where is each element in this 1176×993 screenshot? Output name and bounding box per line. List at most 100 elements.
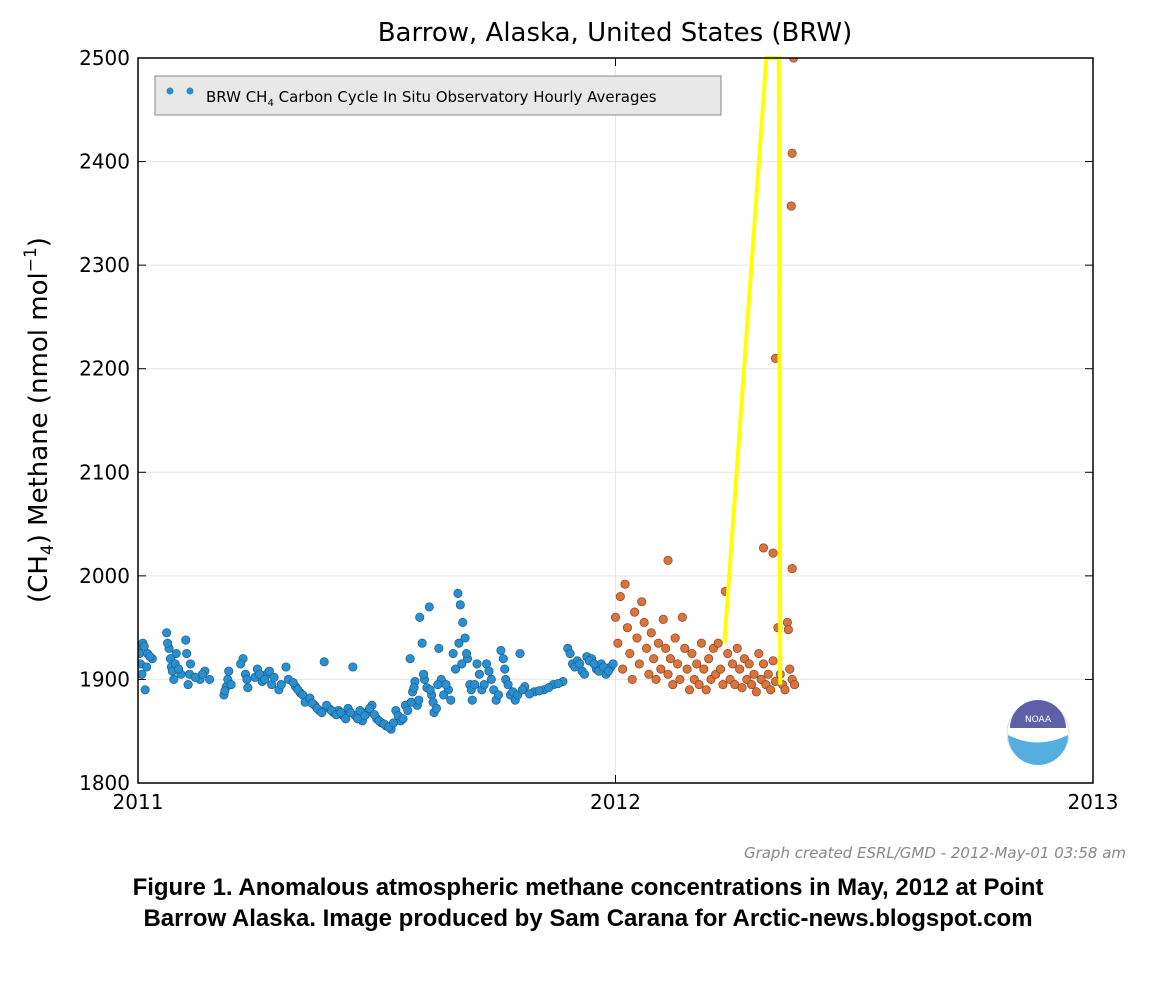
data-points — [138, 58, 800, 734]
y-tick-label: 2000 — [79, 564, 130, 588]
data-point — [692, 659, 702, 669]
data-point — [418, 669, 429, 679]
data-point — [224, 666, 234, 676]
data-point — [145, 652, 155, 662]
data-point — [446, 695, 456, 705]
y-tick-label: 1900 — [79, 667, 130, 691]
data-point — [639, 617, 649, 628]
data-point — [787, 564, 797, 574]
data-point — [403, 705, 413, 716]
data-point — [415, 612, 425, 622]
data-point — [783, 625, 793, 635]
noaa-logo: NOAA — [1006, 700, 1070, 765]
data-point — [677, 612, 687, 622]
data-point — [727, 659, 738, 669]
legend-subscript: 4 — [267, 98, 273, 109]
data-point — [704, 654, 714, 664]
data-point — [461, 648, 472, 659]
data-point — [236, 659, 246, 669]
data-point — [682, 664, 692, 674]
data-point — [226, 680, 236, 690]
data-point — [603, 666, 613, 676]
data-point — [723, 648, 733, 659]
data-point — [715, 664, 726, 674]
data-point — [744, 659, 754, 669]
data-point — [472, 659, 482, 669]
data-point — [269, 672, 279, 682]
data-point — [162, 628, 172, 638]
data-point — [684, 685, 695, 695]
data-point — [630, 607, 640, 617]
data-point — [737, 683, 747, 693]
data-point — [281, 662, 291, 672]
caption-line-2: Barrow Alaska. Image produced by Sam Car… — [143, 905, 1033, 932]
ylabel-middle: ) Methane (nmol mol — [24, 272, 54, 544]
data-point — [589, 659, 599, 669]
x-tick-label: 2012 — [590, 790, 641, 814]
data-point — [441, 680, 451, 690]
data-point — [220, 686, 230, 696]
legend: BRW CH4 Carbon Cycle In Situ Observatory… — [154, 75, 722, 116]
data-point — [780, 685, 790, 695]
data-point — [786, 201, 796, 211]
data-point — [524, 689, 535, 699]
data-point — [766, 685, 776, 695]
data-point — [455, 600, 465, 610]
data-point — [243, 683, 253, 693]
data-point — [668, 680, 678, 690]
data-point — [341, 714, 351, 724]
data-point — [454, 638, 464, 648]
data-point — [713, 638, 723, 648]
data-point — [181, 635, 191, 645]
data-point — [699, 664, 709, 674]
data-point — [288, 677, 298, 688]
data-point — [205, 674, 215, 684]
data-point — [360, 711, 370, 721]
data-point — [579, 669, 590, 679]
data-point — [641, 643, 652, 653]
data-point — [751, 687, 761, 697]
data-point — [460, 633, 470, 643]
data-point — [433, 680, 443, 690]
data-point — [663, 555, 673, 565]
data-point — [680, 643, 690, 653]
data-point — [608, 659, 618, 669]
data-point — [673, 659, 683, 669]
data-point — [467, 695, 477, 705]
data-point — [763, 669, 773, 679]
data-point — [493, 690, 504, 700]
data-point — [345, 708, 356, 718]
data-point — [498, 654, 508, 664]
highlight-annotation — [722, 56, 783, 685]
y-tick-label: 1800 — [79, 771, 130, 795]
data-point — [169, 674, 179, 684]
data-point — [610, 612, 621, 622]
data-point — [388, 718, 399, 728]
data-point — [632, 633, 642, 643]
data-point — [627, 674, 637, 684]
data-point — [656, 664, 666, 674]
data-point — [336, 708, 346, 718]
data-point — [479, 680, 489, 690]
data-point — [503, 680, 513, 690]
graph-credit: Graph created ESRL/GMD - 2012-May-01 03:… — [744, 844, 1126, 862]
data-point — [398, 714, 408, 724]
data-point — [613, 638, 623, 648]
figure-caption: Figure 1. Anomalous atmospheric methane … — [0, 872, 1176, 934]
ylabel-suffix: ) — [24, 237, 54, 247]
data-point — [470, 680, 480, 690]
data-point — [174, 664, 184, 674]
data-point — [649, 654, 659, 664]
data-point — [625, 648, 635, 659]
data-point — [694, 680, 704, 690]
methane-chart: Barrow, Alaska, United States (BRW) (CH4… — [21, 18, 1126, 862]
data-point — [484, 666, 494, 676]
data-point — [701, 685, 711, 695]
chart-title: Barrow, Alaska, United States (BRW) — [378, 18, 853, 48]
ylabel-subscript: 4 — [38, 544, 58, 555]
data-point — [457, 659, 467, 669]
data-point — [406, 697, 416, 707]
data-point — [515, 648, 525, 659]
data-point — [409, 683, 419, 693]
data-point — [658, 614, 668, 624]
